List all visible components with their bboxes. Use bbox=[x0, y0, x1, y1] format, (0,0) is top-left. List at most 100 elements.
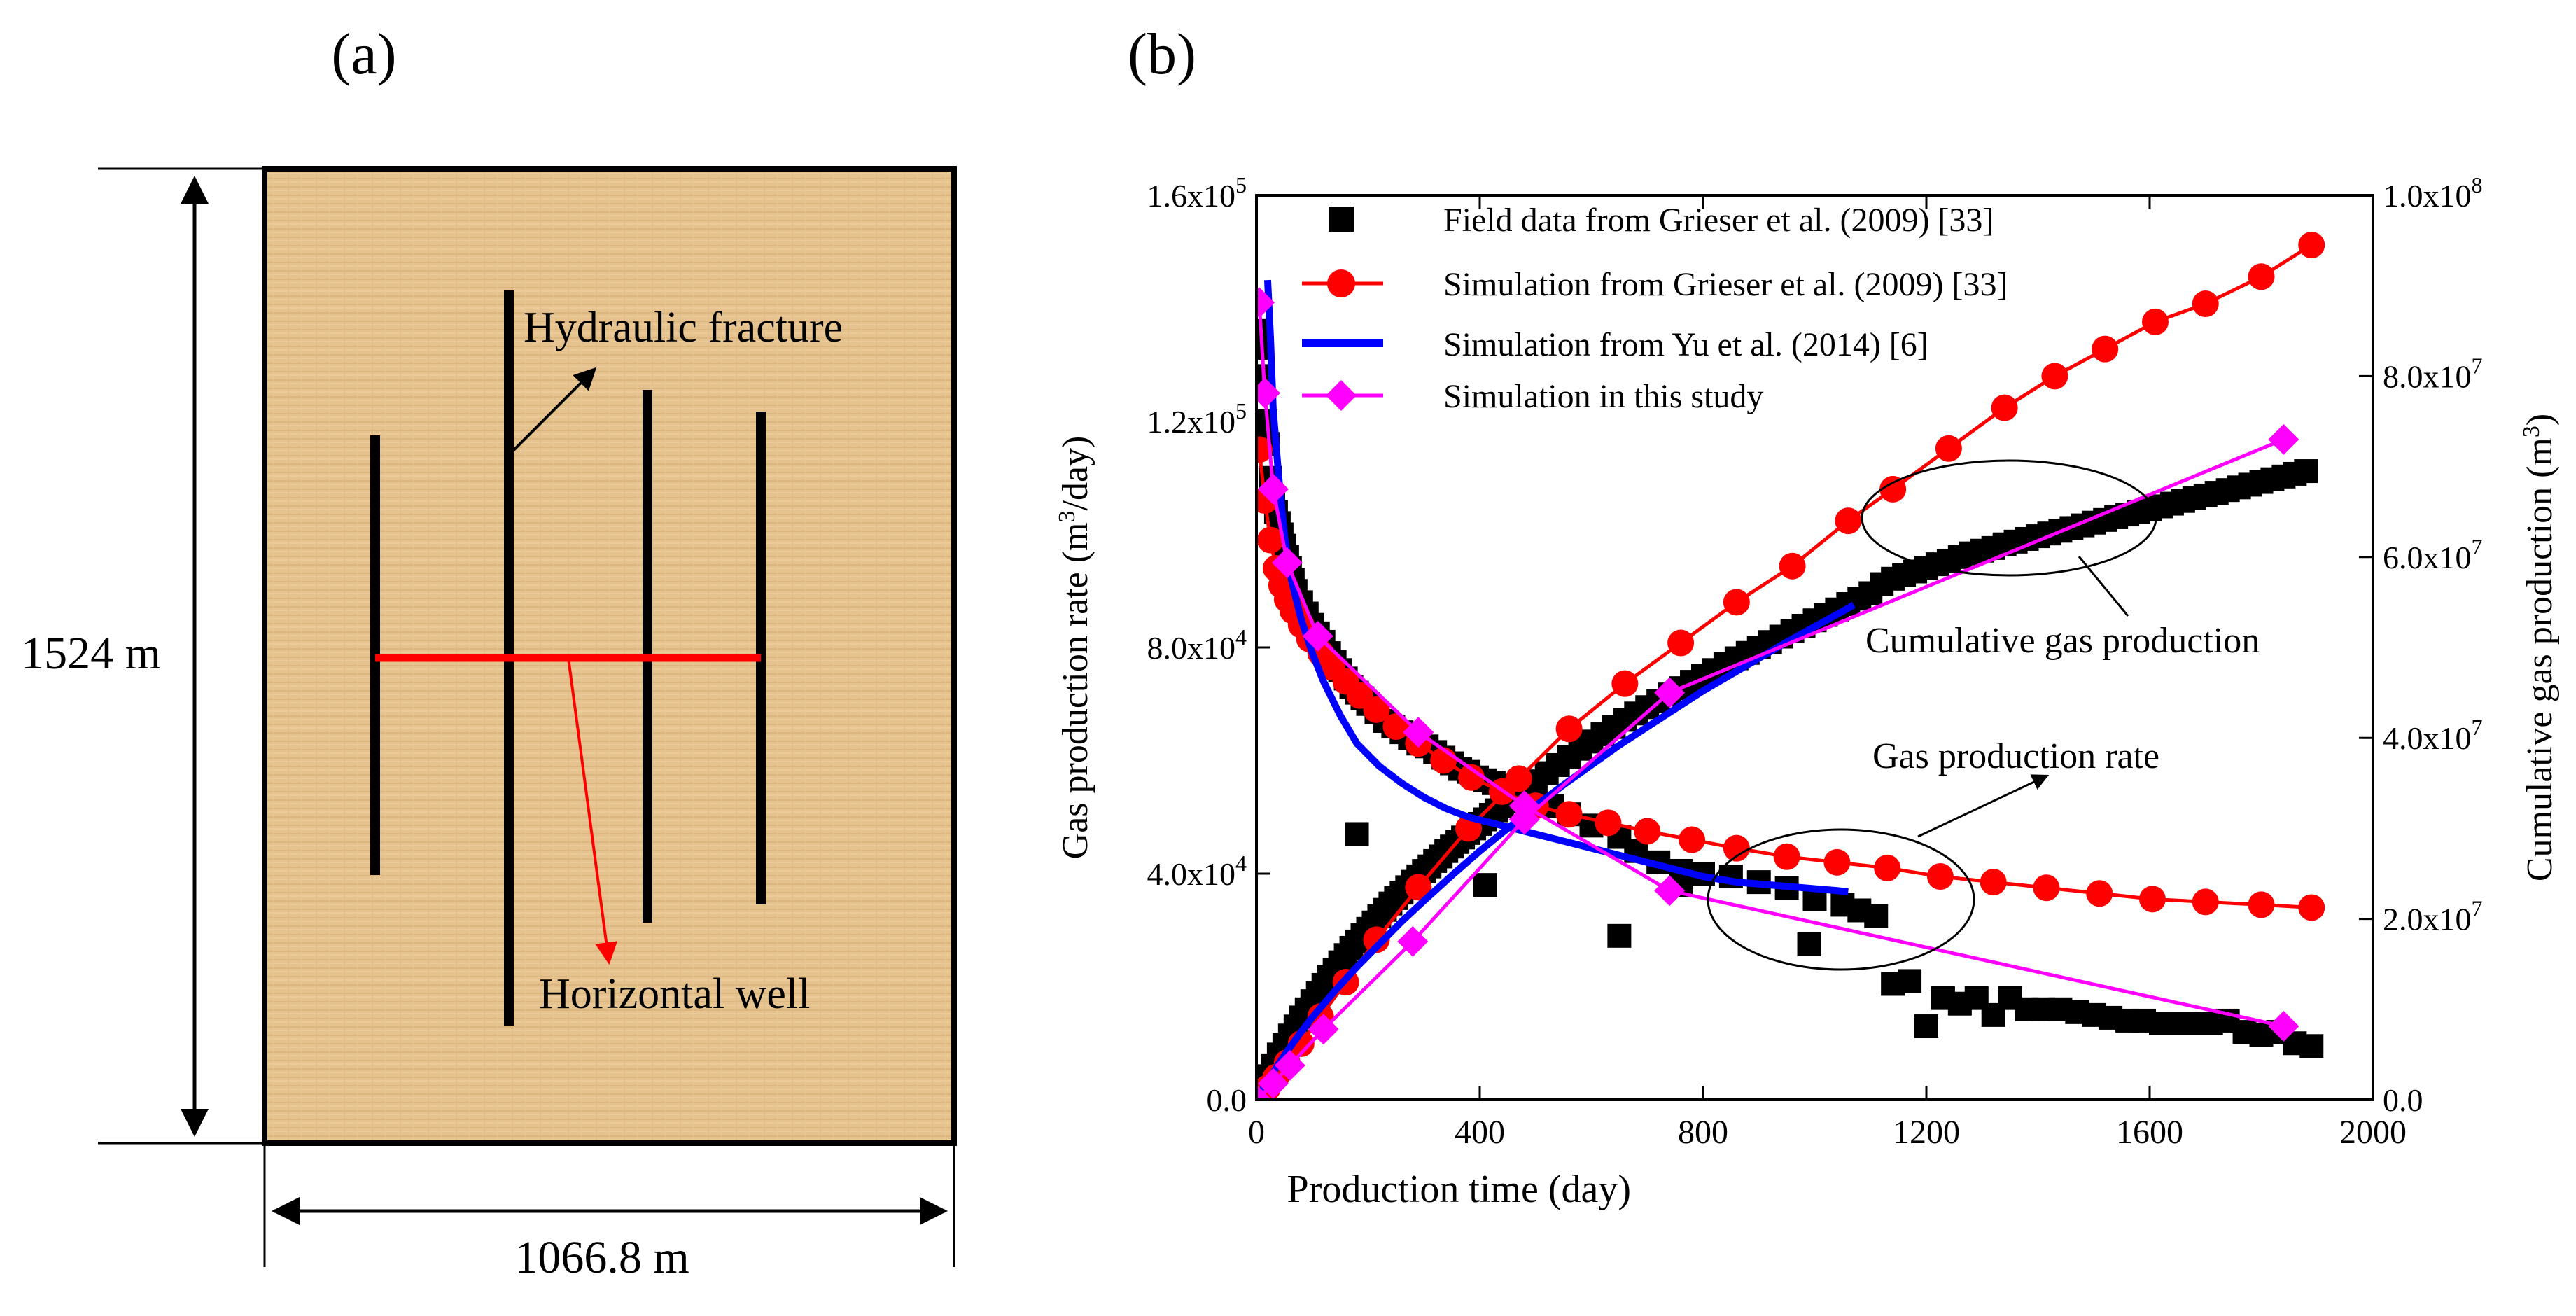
series-this_study-rate-point bbox=[1654, 875, 1686, 906]
series-field-rate-point bbox=[1473, 873, 1497, 897]
series-field-rate-point bbox=[1864, 904, 1889, 928]
series-this_study-rate-line bbox=[1257, 302, 2284, 1028]
series-this_study-rate-point bbox=[2268, 1011, 2300, 1042]
y-right-title-main: Cumulative gas production (m bbox=[2520, 438, 2560, 881]
x-tick-label: 2000 bbox=[2339, 1114, 2407, 1151]
legend-label-grieser: Simulation from Grieser et al. (2009) [3… bbox=[1443, 266, 2008, 303]
series-grieser_sim-cumulative-point bbox=[1363, 926, 1390, 953]
series-this_study-rate-point bbox=[1256, 377, 1280, 409]
width-label: 1066.8 m bbox=[514, 1232, 689, 1283]
y-right-axis-title: Cumulative gas production (m3) bbox=[2519, 414, 2560, 881]
y-right-title-tail: ) bbox=[2520, 414, 2560, 426]
series-grieser_sim-rate-point bbox=[1926, 863, 1954, 890]
series-grieser_sim-rate-point bbox=[1363, 696, 1390, 723]
series-field-rate-point bbox=[1898, 969, 1922, 993]
series-field-rate-point bbox=[2300, 1034, 2324, 1058]
series-field-cumulative-point bbox=[2294, 459, 2318, 484]
series-grieser_sim-rate-point bbox=[2138, 886, 2166, 913]
y-right-tick-label-mantissa: 6.0x10 bbox=[2383, 540, 2472, 575]
x-axis-title: Production time (day) bbox=[1287, 1168, 1631, 1211]
series-grieser_sim-rate-point bbox=[2192, 888, 2219, 916]
series-field-rate-point bbox=[1345, 822, 1369, 846]
y-left-tick-label-exponent: 5 bbox=[1236, 398, 1247, 424]
y-right-tick-label: 8.0x107 bbox=[2383, 353, 2483, 394]
x-tick-label: 400 bbox=[1455, 1114, 1505, 1151]
series-field-rate-point bbox=[1797, 932, 1821, 956]
legend-marker-this-study bbox=[1326, 380, 1357, 411]
series-grieser_sim-cumulative-point bbox=[1555, 715, 1583, 743]
legend-label-this-study: Simulation in this study bbox=[1443, 378, 1763, 415]
series-this_study-cumulative-point bbox=[1508, 804, 1540, 835]
well-pointer-arrow bbox=[567, 657, 618, 965]
plot-area bbox=[1256, 232, 2325, 1100]
y-right-tick-label-mantissa: 2.0x10 bbox=[2383, 902, 2472, 937]
annotation-cumulative: Cumulative gas production bbox=[1865, 621, 2260, 661]
y-right-tick-label-mantissa: 4.0x10 bbox=[2383, 720, 2472, 756]
series-this_study-cumulative-point bbox=[1654, 677, 1686, 708]
series-yu_sim-cumulative-line bbox=[1256, 601, 1856, 1100]
y-right-tick-label-exponent: 7 bbox=[2472, 896, 2483, 921]
x-tick-label: 1600 bbox=[2116, 1114, 2183, 1151]
cumulative-highlight-ellipse bbox=[1861, 459, 2157, 577]
series-field-rate-point bbox=[1607, 923, 1632, 948]
series-grieser_sim-rate-point bbox=[2033, 874, 2060, 902]
series-grieser_sim-rate-point bbox=[1679, 826, 1706, 853]
fracture-pointer-arrow bbox=[507, 367, 597, 456]
series-this_study-rate-point bbox=[1256, 287, 1275, 318]
series-grieser_sim-rate-point bbox=[1874, 854, 1901, 881]
y-right-tick-label: 1.0x108 bbox=[2383, 172, 2483, 214]
series-grieser_sim-rate-point bbox=[1980, 869, 2007, 896]
y-left-title-tail: /day) bbox=[1056, 436, 1096, 511]
series-grieser_sim-cumulative-point bbox=[2248, 263, 2275, 290]
series-this_study-rate-point bbox=[1257, 473, 1289, 505]
x-tick-label: 1200 bbox=[1893, 1114, 1960, 1151]
series-this_study-rate-point bbox=[1302, 620, 1334, 652]
y-left-tick-label-mantissa: 1.6x10 bbox=[1147, 178, 1236, 214]
well-label: Horizontal well bbox=[539, 970, 810, 1018]
series-grieser_sim-cumulative-point bbox=[2041, 363, 2068, 390]
series-this_study-rate-point bbox=[1403, 717, 1434, 748]
x-tick-label: 0 bbox=[1248, 1114, 1265, 1151]
series-grieser_sim-rate-point bbox=[1382, 713, 1410, 741]
y-left-tick-label-exponent: 4 bbox=[1236, 624, 1247, 650]
y-right-tick-label-exponent: 8 bbox=[2472, 172, 2483, 197]
series-this_study-cumulative-point bbox=[1397, 925, 1429, 957]
y-left-tick-label: 1.2x105 bbox=[1147, 398, 1247, 440]
series-grieser_sim-cumulative-point bbox=[1935, 435, 1962, 462]
panel-a-label: (a) bbox=[331, 22, 396, 87]
axis-ticks: 0 400 800 1200 1600 2000 0.0 4.0x10 48.0x104 1.2x… bbox=[1147, 172, 2483, 1151]
height-label: 1524 m bbox=[21, 628, 161, 679]
series-grieser_sim-rate-point bbox=[1256, 526, 1284, 554]
y-left-tick-label-mantissa: 0.0 bbox=[1207, 1082, 1247, 1118]
panel-b: (b) 0 400 800 1200 1600 20000.04.0x1048.0x104… bbox=[1054, 22, 2560, 1211]
series-field-rate-point bbox=[1914, 1014, 1938, 1039]
x-tick-label: 800 bbox=[1678, 1114, 1728, 1151]
series-grieser_sim-rate-point bbox=[2298, 894, 2325, 921]
y-left-tick-label-mantissa: 1.2x10 bbox=[1147, 404, 1236, 440]
panel-a: (a) 1524 m 1066.8 m Hydraulic fracture H… bbox=[21, 22, 957, 1283]
series-grieser_sim-cumulative-point bbox=[1779, 552, 1806, 580]
series-grieser_sim-cumulative-point bbox=[1505, 765, 1532, 792]
y-left-title-sup: 3 bbox=[1054, 510, 1080, 522]
series-this_study-cumulative-point bbox=[1257, 1068, 1289, 1099]
series-grieser_sim-cumulative-point bbox=[1611, 670, 1639, 697]
series-this_study-cumulative-point bbox=[1274, 1049, 1306, 1081]
series-this_study-rate-point bbox=[1271, 547, 1303, 578]
y-left-tick-label: 1.6x105 bbox=[1147, 172, 1247, 214]
series-grieser_sim-rate-point bbox=[1723, 834, 1750, 862]
y-right-tick-label: 6.0x107 bbox=[2383, 534, 2483, 575]
plot-frame bbox=[1255, 194, 2374, 1101]
series-grieser_sim-cumulative-point bbox=[1405, 874, 1432, 901]
series-grieser_sim-cumulative-point bbox=[2092, 335, 2119, 363]
legend-label-yu: Simulation from Yu et al. (2014) [6] bbox=[1443, 326, 1928, 363]
series-grieser_sim-cumulative-line bbox=[1256, 243, 2313, 1100]
y-left-tick-label: 8.0x104 bbox=[1147, 624, 1247, 666]
series-grieser_sim-cumulative-point bbox=[2192, 290, 2219, 318]
legend-marker-grieser bbox=[1327, 270, 1355, 298]
y-left-tick-label: 0.0 bbox=[1207, 1082, 1247, 1118]
series-grieser_sim-cumulative-point bbox=[1835, 507, 1862, 535]
y-right-tick-label-mantissa: 1.0x10 bbox=[2383, 178, 2472, 214]
series-grieser_sim-cumulative-point bbox=[1667, 629, 1695, 657]
series-grieser_sim-cumulative-point bbox=[1879, 475, 1907, 503]
